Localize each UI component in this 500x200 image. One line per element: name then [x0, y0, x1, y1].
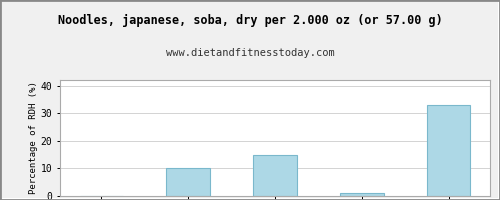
Y-axis label: Percentage of RDH (%): Percentage of RDH (%) — [29, 82, 38, 194]
Text: Noodles, japanese, soba, dry per 2.000 oz (or 57.00 g): Noodles, japanese, soba, dry per 2.000 o… — [58, 14, 442, 27]
Bar — [340, 193, 384, 196]
Text: www.dietandfitnesstoday.com: www.dietandfitnesstoday.com — [166, 48, 334, 58]
Bar — [254, 155, 296, 196]
Bar — [166, 168, 210, 196]
Bar — [427, 105, 470, 196]
